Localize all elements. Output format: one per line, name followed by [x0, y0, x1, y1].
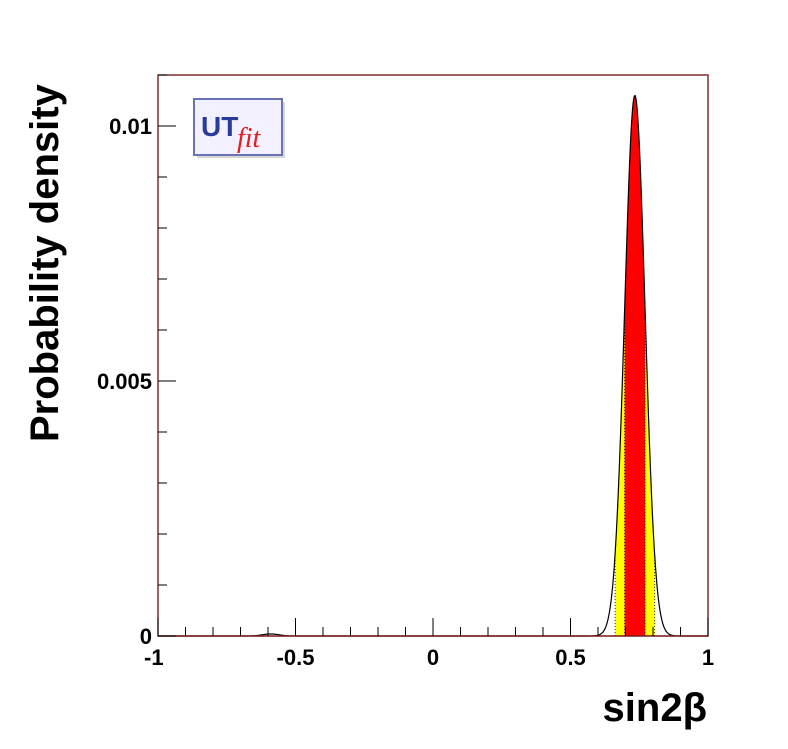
x-tick-label-4: 0.5 [555, 645, 586, 670]
y-axis-title: Probability density [23, 83, 67, 442]
x-tick-label-3: 0 [427, 645, 439, 670]
x-tick-label-5: 1 [702, 645, 714, 670]
x-tick-label-2: -0.5 [277, 645, 315, 670]
x-axis-ticks [157, 618, 709, 636]
y-tick-label-3: 0.01 [109, 114, 152, 139]
y-tick-label-1: 0 [140, 624, 152, 649]
y-axis-ticks [158, 74, 176, 637]
logo-box [193, 98, 283, 156]
logo-ut-text: UT [201, 111, 238, 142]
x-axis-tick-labels: -1 -0.5 0 0.5 1 [144, 645, 714, 670]
logo-fit-text: fit [237, 123, 262, 154]
x-axis-title: sin2β [603, 686, 707, 730]
ut-fit-logo: UT fit [193, 98, 285, 158]
y-tick-label-2: 0.005 [97, 369, 152, 394]
y-axis-tick-labels: 0 0.005 0.01 [97, 114, 152, 649]
x-tick-label-1: -1 [144, 645, 164, 670]
probability-band-68 [624, 95, 646, 637]
